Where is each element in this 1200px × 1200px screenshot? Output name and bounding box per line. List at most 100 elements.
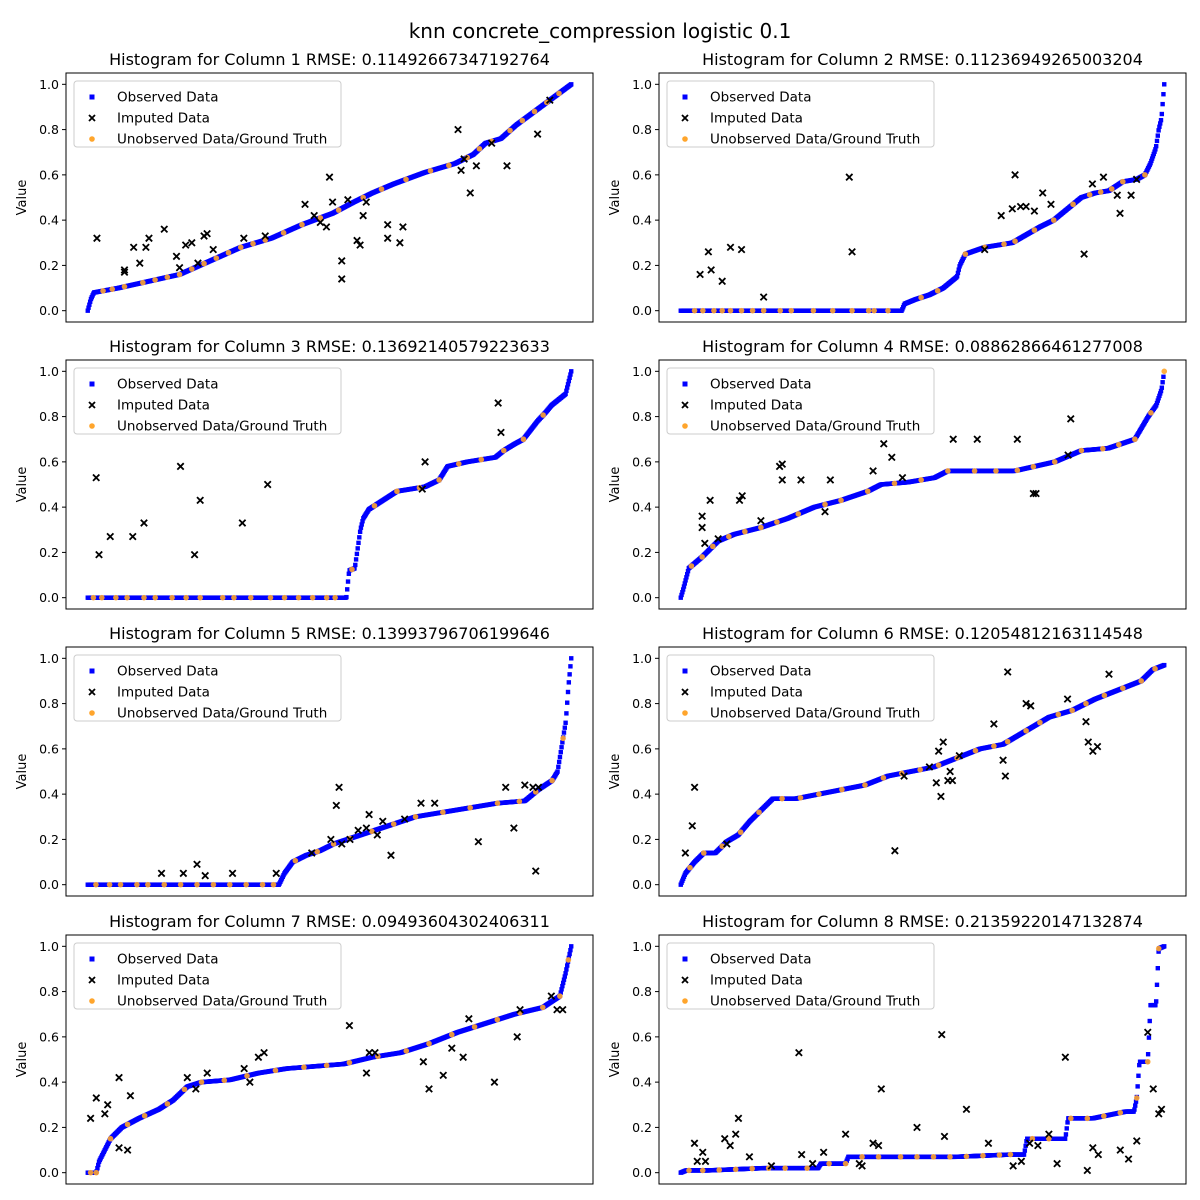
y-tick-label: 0.8 bbox=[632, 122, 652, 137]
imputed-point bbox=[100, 1109, 109, 1118]
y-tick-label: 1.0 bbox=[39, 651, 59, 666]
observed-point bbox=[678, 595, 683, 600]
observed-point bbox=[87, 302, 92, 307]
observed-point bbox=[1158, 388, 1164, 394]
imputed-point bbox=[997, 211, 1006, 220]
imputed-point bbox=[417, 799, 425, 808]
imputed-point bbox=[120, 268, 129, 277]
subplot-1: Histogram for Column 1 RMSE: 0.114926673… bbox=[15, 50, 594, 323]
ground-truth-point bbox=[87, 1169, 94, 1176]
imputed-point bbox=[531, 867, 540, 875]
legend-observed-label: Observed Data bbox=[710, 377, 811, 393]
observed-point bbox=[565, 689, 571, 695]
imputed-point bbox=[120, 266, 129, 274]
ground-truth-point bbox=[829, 307, 836, 314]
imputed-point bbox=[346, 835, 354, 844]
observed-point bbox=[96, 1162, 101, 1168]
imputed-point bbox=[759, 293, 768, 301]
imputed-point bbox=[430, 799, 439, 808]
observed-point bbox=[357, 535, 362, 540]
ground-truth-point bbox=[710, 543, 716, 550]
observed-point bbox=[569, 82, 574, 87]
ground-truth-point bbox=[758, 524, 764, 531]
ground-truth-point bbox=[494, 1016, 501, 1023]
imputed-point bbox=[887, 453, 896, 462]
imputed-point bbox=[726, 243, 735, 252]
imputed-point bbox=[1105, 670, 1113, 679]
observed-point bbox=[682, 581, 687, 586]
observed-point bbox=[353, 557, 359, 562]
ground-truth-point bbox=[760, 307, 767, 314]
imputed-point bbox=[948, 776, 957, 785]
imputed-point bbox=[337, 840, 346, 848]
imputed-point bbox=[487, 139, 496, 148]
imputed-point bbox=[95, 550, 103, 559]
observed-point bbox=[559, 745, 564, 750]
ground-truth-point bbox=[93, 881, 99, 888]
observed-point bbox=[1156, 396, 1161, 401]
legend-ground-truth-label: Unobserved Data/Ground Truth bbox=[117, 419, 327, 435]
imputed-point bbox=[1113, 191, 1122, 200]
legend-imputed-label: Imputed Data bbox=[117, 973, 210, 989]
ground-truth-point bbox=[299, 221, 305, 228]
observed-point bbox=[560, 740, 565, 745]
imputed-point bbox=[459, 1053, 468, 1062]
ground-truth-point bbox=[557, 993, 563, 999]
ground-truth-point bbox=[436, 477, 442, 483]
ground-truth-point bbox=[934, 287, 941, 294]
observed-point bbox=[956, 267, 961, 272]
observed-point bbox=[567, 375, 572, 381]
ground-truth-point bbox=[478, 456, 485, 463]
imputed-point bbox=[980, 245, 989, 254]
y-tick-label: 1.0 bbox=[632, 364, 652, 379]
imputed-point bbox=[1066, 415, 1075, 423]
legend-imputed-marker bbox=[88, 401, 96, 409]
imputed-point bbox=[696, 270, 704, 279]
ground-truth-point bbox=[210, 881, 217, 888]
imputed-point bbox=[439, 1071, 448, 1080]
imputed-point bbox=[142, 243, 150, 252]
imputed-series bbox=[681, 668, 1113, 857]
ground-truth-point bbox=[1148, 410, 1154, 416]
ground-truth-point bbox=[117, 881, 124, 888]
imputed-point bbox=[510, 824, 518, 832]
imputed-point bbox=[1047, 200, 1055, 209]
legend-box bbox=[666, 654, 935, 722]
observed-point bbox=[561, 977, 567, 982]
ground-truth-point bbox=[1120, 685, 1126, 691]
subplot-title: Histogram for Column 5 RMSE: 0.139937967… bbox=[109, 624, 550, 643]
imputed-point bbox=[1063, 695, 1072, 703]
ground-truth-point bbox=[314, 848, 321, 855]
imputed-point bbox=[356, 241, 364, 249]
ground-truth-point bbox=[1161, 368, 1168, 375]
legend-ground-truth-label: Unobserved Data/Ground Truth bbox=[117, 706, 327, 722]
imputed-point bbox=[263, 480, 272, 489]
imputed-point bbox=[937, 792, 945, 801]
y-tick-label: 0.6 bbox=[39, 741, 59, 756]
imputed-point bbox=[1003, 668, 1012, 676]
observed-point bbox=[562, 974, 567, 979]
imputed-point bbox=[698, 523, 706, 532]
ground-truth-point bbox=[1012, 238, 1018, 244]
observed-point bbox=[1162, 662, 1167, 668]
observed-point bbox=[569, 656, 574, 661]
imputed-point bbox=[700, 539, 709, 548]
imputed-point bbox=[778, 476, 787, 484]
y-tick-label: 0.6 bbox=[632, 454, 652, 469]
imputed-point bbox=[722, 840, 731, 848]
y-tick-label: 1.0 bbox=[632, 939, 652, 954]
imputed-point bbox=[973, 435, 982, 444]
imputed-point bbox=[196, 496, 205, 505]
legend-observed-marker bbox=[89, 956, 95, 962]
observed-point bbox=[559, 987, 564, 992]
ground-truth-point bbox=[188, 266, 195, 272]
y-tick-label: 0.6 bbox=[632, 167, 652, 182]
ground-truth-series bbox=[93, 735, 566, 888]
ground-truth-point bbox=[1108, 186, 1115, 192]
ground-truth-point bbox=[1030, 463, 1037, 470]
ground-truth-point bbox=[201, 260, 207, 267]
y-tick-label: 0.2 bbox=[39, 258, 59, 273]
ground-truth-point bbox=[301, 1064, 307, 1070]
